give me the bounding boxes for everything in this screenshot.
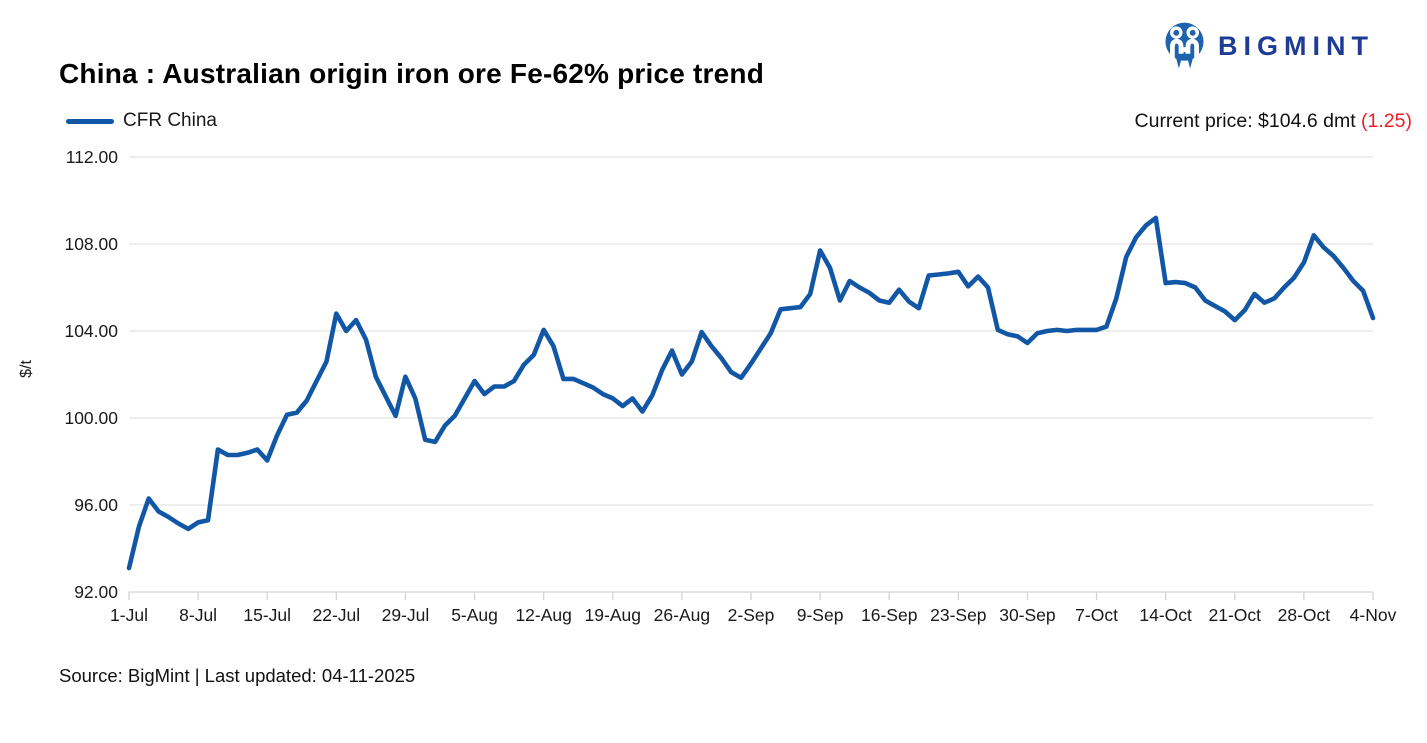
legend-series-label: CFR China — [123, 110, 217, 131]
legend: CFR China — [66, 110, 217, 131]
x-tick-label: 14-Oct — [1139, 605, 1192, 625]
current-price-change: (1.25) — [1361, 110, 1412, 132]
x-tick-label: 21-Oct — [1209, 605, 1262, 625]
x-tick-label: 26-Aug — [654, 605, 710, 625]
current-price: Current price: $104.6 dmt (1.25) — [1135, 110, 1412, 133]
source-note: Source: BigMint | Last updated: 04-11-20… — [59, 665, 416, 686]
x-tick-label: 5-Aug — [451, 605, 498, 625]
x-tick-label: 23-Sep — [930, 605, 986, 625]
bigmint-logo-icon — [1165, 22, 1204, 69]
y-tick-label: 112.00 — [66, 147, 118, 167]
y-tick-label: 104.00 — [64, 321, 118, 341]
y-tick-label: 96.00 — [74, 495, 118, 515]
x-tick-label: 7-Oct — [1075, 605, 1118, 625]
x-tick-label: 9-Sep — [797, 605, 844, 625]
x-tick-label: 2-Sep — [728, 605, 775, 625]
x-tick-label: 1-Jul — [110, 605, 148, 625]
brand-wordmark: BIGMINT — [1218, 30, 1374, 61]
current-price-text: Current price: $104.6 dmt — [1134, 110, 1362, 132]
legend-line-marker-icon — [66, 118, 114, 124]
x-tick-label: 30-Sep — [999, 605, 1055, 625]
y-tick-label: 92.00 — [74, 582, 118, 602]
y-tick-label: 100.00 — [64, 408, 118, 428]
x-tick-label: 4-Nov — [1350, 605, 1397, 625]
x-tick-label: 29-Jul — [382, 605, 430, 625]
x-tick-label: 16-Sep — [861, 605, 917, 625]
price-line-cfr-china — [126, 215, 1376, 571]
x-tick-label: 8-Jul — [179, 605, 217, 625]
x-tick-label: 15-Jul — [243, 605, 291, 625]
x-tick-label: 12-Aug — [515, 605, 571, 625]
x-tick-label: 22-Jul — [312, 605, 360, 625]
x-tick-label: 28-Oct — [1278, 605, 1331, 625]
page-title: China : Australian origin iron ore Fe-62… — [59, 58, 765, 89]
x-tick-label: 19-Aug — [585, 605, 641, 625]
y-tick-label: 108.00 — [64, 234, 118, 254]
brand: BIGMINT — [1162, 20, 1374, 72]
